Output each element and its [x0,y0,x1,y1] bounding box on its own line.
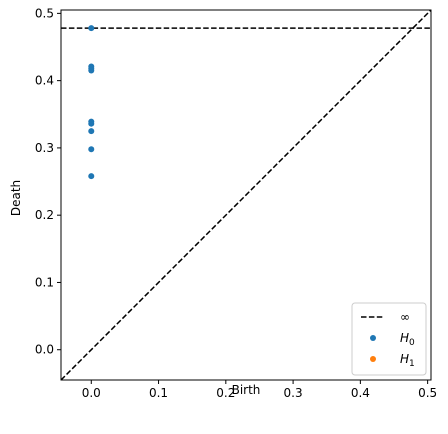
y-axis-label: Death [9,180,23,216]
legend-h1-label: H1 [400,352,415,369]
data-point-h0 [88,128,95,135]
legend-box [351,302,427,376]
data-point-h0 [88,120,95,127]
y-tick-label: 0.0 [35,343,54,357]
x-tick-label: 0.5 [418,386,437,400]
y-tick-label: 0.3 [35,141,54,155]
data-point-h0 [88,25,95,32]
data-marks [88,25,95,180]
axes: 0.0 0.1 0.2 0.3 0.4 0.5 0.0 0.1 0.2 0.3 0.4 0.5 [35,6,437,400]
plot-area [60,9,432,381]
y-tick-label: 0.2 [35,208,54,222]
legend-h1-swatch [370,356,376,362]
legend: ∞ H0 H1 [351,302,427,376]
data-point-h0 [88,173,95,180]
x-axis-label: Birth [232,383,261,397]
y-tick-label: 0.4 [35,74,54,88]
y-tick-label: 0.1 [35,275,54,289]
x-tick-label: 0.4 [351,386,370,400]
x-tick-label: 0.3 [284,386,303,400]
data-point-h0 [88,146,95,153]
legend-h0-label: H0 [400,331,415,348]
data-point-h0 [88,67,95,74]
x-tick-label: 0.1 [149,386,168,400]
diagonal-line [60,9,432,381]
x-tick-label: 0.2 [216,386,235,400]
x-tick-label: 0.0 [82,386,101,400]
legend-infinity-label: ∞ [400,310,410,324]
legend-h0-swatch [370,335,376,341]
y-tick-label: 0.5 [35,6,54,20]
plot-frame [60,9,432,381]
